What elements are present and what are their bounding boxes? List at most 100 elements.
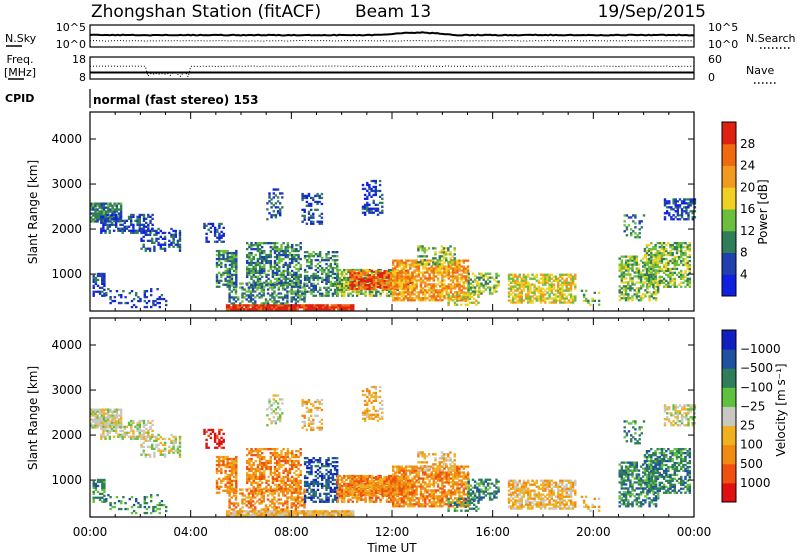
velocity-cell <box>140 445 143 448</box>
velocity-cell <box>102 410 106 413</box>
power-cell <box>415 273 418 276</box>
velocity-cell <box>220 479 223 482</box>
power-cell <box>631 299 634 302</box>
power-cell <box>657 289 660 292</box>
power-cell <box>148 239 152 242</box>
velocity-cell <box>147 419 150 423</box>
power-cell <box>512 301 515 304</box>
power-cell <box>370 270 373 273</box>
power-cell <box>286 284 289 287</box>
power-cell <box>656 249 659 253</box>
power-cell <box>92 202 95 205</box>
power-cell <box>432 299 435 302</box>
velocity-cell <box>230 479 234 482</box>
power-cell <box>92 280 95 283</box>
power-cell <box>215 277 219 280</box>
power-cell <box>471 290 475 293</box>
velocity-cell <box>127 431 131 434</box>
power-cell <box>294 308 297 311</box>
power-cell <box>413 269 416 272</box>
velocity-cell <box>145 427 148 430</box>
power-cell <box>92 214 95 217</box>
power-cell <box>464 259 468 262</box>
velocity-cell <box>262 512 265 515</box>
velocity-cell <box>113 505 117 509</box>
power-cell <box>314 253 317 256</box>
power-cell <box>278 261 281 265</box>
power-cell <box>548 273 551 276</box>
power-cell <box>539 287 543 290</box>
power-cell <box>439 285 442 288</box>
velocity-cell <box>127 435 131 438</box>
velocity-cell <box>148 455 152 458</box>
power-cell <box>529 285 532 288</box>
power-cell <box>631 297 634 300</box>
power-cell <box>458 259 461 262</box>
power-cell <box>635 267 638 270</box>
power-cell <box>413 299 416 302</box>
power-cell <box>151 213 154 217</box>
power-cell <box>680 214 684 217</box>
power-cell <box>514 285 517 288</box>
power-cell <box>438 255 441 258</box>
velocity-cell <box>124 502 127 505</box>
power-cell <box>533 275 536 278</box>
power-cell <box>352 306 355 309</box>
power-cell <box>635 263 638 266</box>
power-cell <box>236 304 239 307</box>
power-cell <box>453 247 456 250</box>
power-cell <box>262 306 265 309</box>
velocity-cell <box>213 436 217 439</box>
power-cell <box>507 299 511 302</box>
power-cell <box>394 285 397 288</box>
power-cell <box>248 255 251 259</box>
power-cell <box>339 304 342 307</box>
velocity-cell <box>102 414 106 417</box>
power-cell <box>650 249 653 253</box>
power-cell <box>331 276 335 280</box>
velocity-cell <box>226 463 229 467</box>
power-cell <box>117 229 120 232</box>
power-cell <box>428 287 431 290</box>
power-cell <box>662 248 666 251</box>
power-cell <box>442 251 446 254</box>
power-cell <box>389 278 393 281</box>
power-cell <box>563 273 566 276</box>
velocity-cell <box>149 437 152 440</box>
velocity-cell <box>174 439 177 442</box>
power-cell <box>306 260 309 264</box>
power-cell <box>119 215 122 218</box>
power-cell <box>358 290 361 293</box>
power-cell <box>271 246 275 249</box>
power-cell <box>254 261 257 265</box>
power-cell <box>571 295 575 298</box>
power-cell <box>537 285 541 288</box>
power-cell <box>417 299 421 302</box>
power-cell <box>639 281 643 284</box>
velocity-cell <box>132 433 135 436</box>
power-cell <box>359 283 363 287</box>
power-cell <box>234 292 238 295</box>
power-cell <box>102 219 105 222</box>
power-cell <box>258 308 261 311</box>
power-cell <box>329 262 332 266</box>
velocity-cell <box>92 500 95 503</box>
power-cell <box>286 249 290 253</box>
power-cell <box>130 217 133 220</box>
power-cell <box>258 261 262 265</box>
power-cell <box>327 270 330 274</box>
power-cell <box>421 247 424 250</box>
power-cell <box>291 259 294 263</box>
power-cell <box>512 299 515 302</box>
power-cell <box>516 287 519 290</box>
velocity-cell <box>215 471 219 475</box>
power-cell <box>685 208 688 211</box>
power-cell <box>307 216 311 219</box>
power-cell <box>476 282 479 285</box>
velocity-cell <box>102 416 106 419</box>
velocity-cell <box>111 414 114 417</box>
power-cell <box>460 265 463 268</box>
power-cell <box>687 216 690 219</box>
power-cell <box>225 308 229 311</box>
power-cell <box>552 287 556 290</box>
